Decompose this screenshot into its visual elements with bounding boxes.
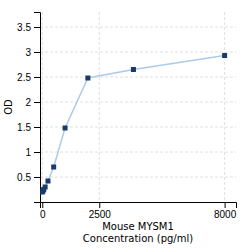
axis-line xyxy=(34,13,41,203)
tick-mark xyxy=(34,177,40,178)
y-axis-label: OD xyxy=(3,99,14,115)
tick-label: 0.5 xyxy=(17,172,31,183)
tick-label: 3 xyxy=(25,47,31,58)
grid-line xyxy=(40,27,236,28)
tick: 8000 xyxy=(214,202,237,220)
marker xyxy=(131,67,136,72)
tick: 1 xyxy=(25,147,40,158)
tick-label: 8000 xyxy=(214,209,237,220)
marker xyxy=(85,76,90,81)
tick-label: 0 xyxy=(40,209,46,220)
marker xyxy=(222,53,227,58)
tick-label: 2 xyxy=(25,97,31,108)
tick-label: 1.5 xyxy=(17,122,31,133)
grid-line xyxy=(40,152,236,153)
tick-mark xyxy=(34,152,40,153)
tick: 2 xyxy=(25,97,40,108)
tick-mark xyxy=(34,52,40,53)
grid-line xyxy=(42,12,43,202)
tick-label: 3.5 xyxy=(17,22,31,33)
tick-mark xyxy=(34,27,40,28)
grid-line xyxy=(99,12,100,202)
tick-label: 2500 xyxy=(89,209,112,220)
tick: 1.5 xyxy=(17,122,40,133)
marker xyxy=(43,185,48,190)
grid xyxy=(40,12,236,202)
marks xyxy=(40,53,227,195)
tick: 0 xyxy=(40,202,46,220)
x-axis-label: Mouse MYSM1Concentration (pg/ml) xyxy=(83,221,193,244)
tick: 2500 xyxy=(89,202,112,220)
tick-mark xyxy=(42,202,43,208)
tick-mark xyxy=(34,77,40,78)
tick-mark xyxy=(99,202,100,208)
plot-area: 0 2500 8000 0.5 1 1.5 2 2.5 3 3.5 xyxy=(17,12,237,220)
tick-mark xyxy=(225,202,226,208)
line xyxy=(42,56,224,193)
tick-mark xyxy=(34,102,40,103)
tick-label: 2.5 xyxy=(17,72,31,83)
tick: 3.5 xyxy=(17,22,40,33)
y-axis: 0.5 1 1.5 2 2.5 3 3.5 xyxy=(17,13,40,203)
tick: 2.5 xyxy=(17,72,40,83)
grid-line xyxy=(40,77,236,78)
grid-line xyxy=(40,127,236,128)
marker xyxy=(51,165,56,170)
grid-line xyxy=(224,12,225,202)
x-axis: 0 2500 8000 xyxy=(40,202,237,220)
axis-line xyxy=(41,203,237,209)
grid-line xyxy=(40,52,236,53)
chart: 0 2500 8000 0.5 1 1.5 2 2.5 3 3.5 Mouse MYSM1Conce… xyxy=(0,0,250,250)
tick-label: 1 xyxy=(25,147,31,158)
marker xyxy=(63,126,68,131)
tick-mark xyxy=(34,127,40,128)
tick: 0.5 xyxy=(17,172,40,183)
tick: 3 xyxy=(25,47,40,58)
marker xyxy=(45,179,50,184)
grid-line xyxy=(40,102,236,103)
grid-line xyxy=(40,177,236,178)
